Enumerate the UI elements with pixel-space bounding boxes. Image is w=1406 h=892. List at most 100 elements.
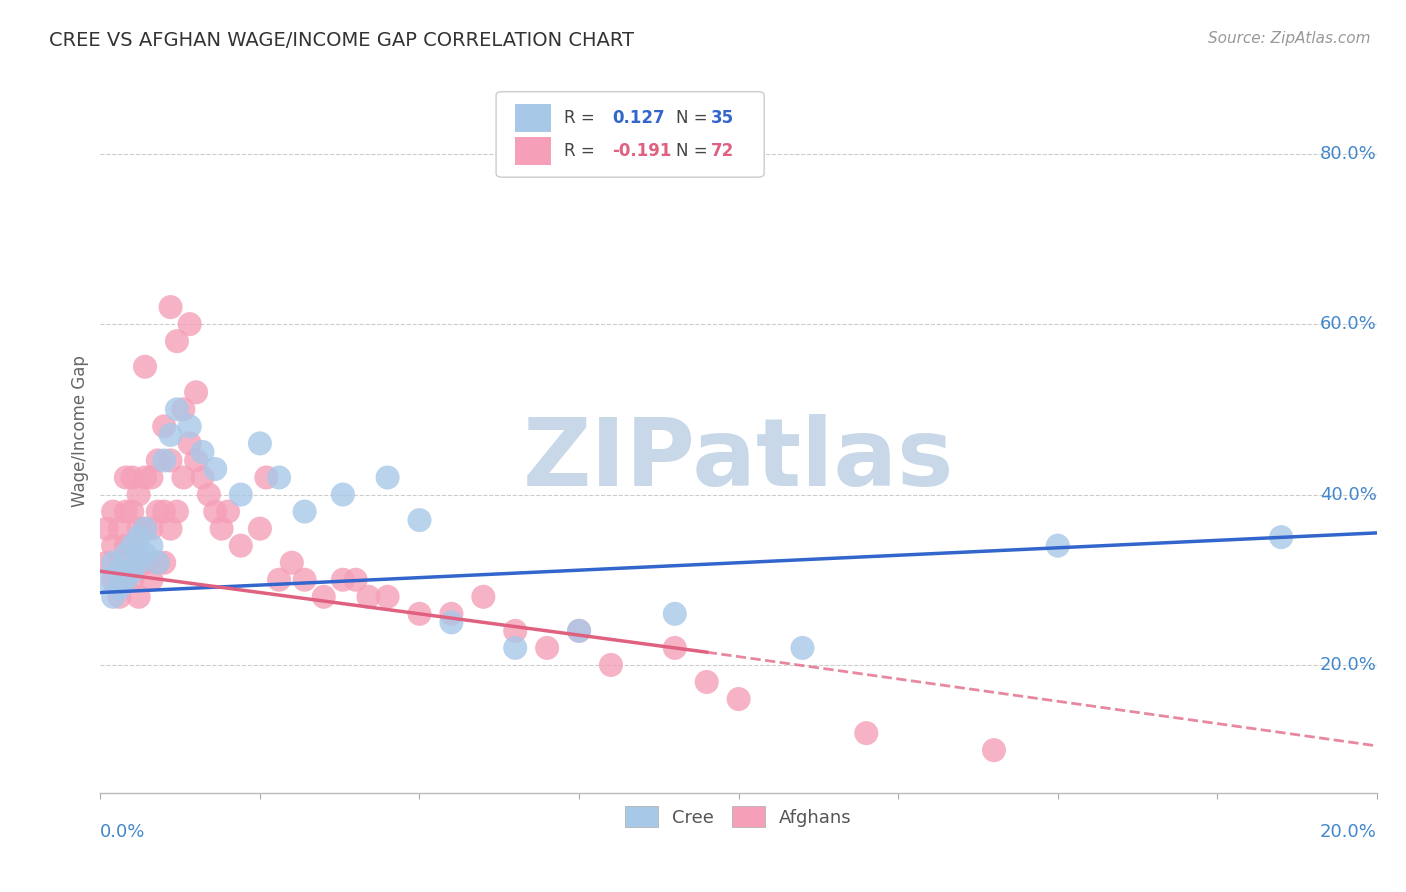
Point	[191, 445, 214, 459]
Point	[141, 522, 163, 536]
Point	[141, 470, 163, 484]
Point	[792, 640, 814, 655]
Point	[440, 615, 463, 630]
FancyBboxPatch shape	[496, 92, 765, 178]
Point	[146, 556, 169, 570]
Point	[229, 539, 252, 553]
Point	[115, 505, 138, 519]
Point	[727, 692, 749, 706]
Point	[855, 726, 877, 740]
Point	[108, 556, 131, 570]
Text: ZIPatlas: ZIPatlas	[523, 414, 955, 506]
Point	[128, 590, 150, 604]
Point	[128, 530, 150, 544]
Point	[440, 607, 463, 621]
Point	[249, 522, 271, 536]
Point	[96, 573, 118, 587]
Y-axis label: Wage/Income Gap: Wage/Income Gap	[72, 355, 89, 507]
Point	[312, 590, 335, 604]
Point	[134, 359, 156, 374]
Point	[664, 607, 686, 621]
Text: CREE VS AFGHAN WAGE/INCOME GAP CORRELATION CHART: CREE VS AFGHAN WAGE/INCOME GAP CORRELATI…	[49, 31, 634, 50]
Point	[503, 640, 526, 655]
Point	[159, 522, 181, 536]
Point	[128, 487, 150, 501]
Point	[332, 487, 354, 501]
Point	[134, 522, 156, 536]
Point	[568, 624, 591, 638]
Point	[229, 487, 252, 501]
Point	[332, 573, 354, 587]
Point	[96, 556, 118, 570]
Text: 40.0%: 40.0%	[1320, 485, 1376, 504]
Point	[134, 547, 156, 561]
Point	[664, 640, 686, 655]
Point	[472, 590, 495, 604]
Point	[344, 573, 367, 587]
Text: 60.0%: 60.0%	[1320, 315, 1376, 333]
Point	[121, 539, 143, 553]
Point	[249, 436, 271, 450]
Point	[294, 505, 316, 519]
Point	[101, 539, 124, 553]
Text: 20.0%: 20.0%	[1320, 823, 1376, 841]
Point	[503, 624, 526, 638]
Point	[159, 453, 181, 467]
Point	[128, 556, 150, 570]
Point	[115, 539, 138, 553]
Point	[153, 453, 176, 467]
Text: Source: ZipAtlas.com: Source: ZipAtlas.com	[1208, 31, 1371, 46]
Point	[141, 539, 163, 553]
Bar	[515, 104, 551, 131]
Point	[115, 573, 138, 587]
Point	[108, 564, 131, 578]
Point	[211, 522, 233, 536]
Point	[146, 505, 169, 519]
Point	[172, 402, 194, 417]
Point	[146, 556, 169, 570]
Point	[281, 556, 304, 570]
Point	[108, 581, 131, 595]
Point	[179, 419, 201, 434]
Point	[121, 573, 143, 587]
Point	[377, 590, 399, 604]
Point	[146, 453, 169, 467]
Point	[108, 522, 131, 536]
Point	[983, 743, 1005, 757]
Text: 35: 35	[710, 109, 734, 127]
Point	[101, 590, 124, 604]
Text: 72: 72	[710, 142, 734, 160]
Point	[101, 556, 124, 570]
Point	[172, 470, 194, 484]
Bar	[515, 137, 551, 165]
Text: R =: R =	[564, 109, 595, 127]
Point	[166, 402, 188, 417]
Point	[179, 436, 201, 450]
Point	[96, 522, 118, 536]
Text: R =: R =	[564, 142, 595, 160]
Point	[153, 419, 176, 434]
Point	[166, 334, 188, 348]
Point	[1270, 530, 1292, 544]
Point	[198, 487, 221, 501]
Point	[184, 453, 207, 467]
Point	[377, 470, 399, 484]
Point	[134, 470, 156, 484]
Legend: Cree, Afghans: Cree, Afghans	[619, 799, 859, 834]
Point	[159, 428, 181, 442]
Point	[121, 539, 143, 553]
Point	[159, 300, 181, 314]
Text: N =: N =	[676, 109, 707, 127]
Point	[121, 505, 143, 519]
Point	[267, 573, 290, 587]
Point	[108, 590, 131, 604]
Point	[600, 657, 623, 672]
Point	[121, 470, 143, 484]
Point	[184, 385, 207, 400]
Point	[217, 505, 239, 519]
Point	[1046, 539, 1069, 553]
Point	[408, 513, 430, 527]
Point	[153, 556, 176, 570]
Text: 20.0%: 20.0%	[1320, 656, 1376, 674]
Point	[115, 470, 138, 484]
